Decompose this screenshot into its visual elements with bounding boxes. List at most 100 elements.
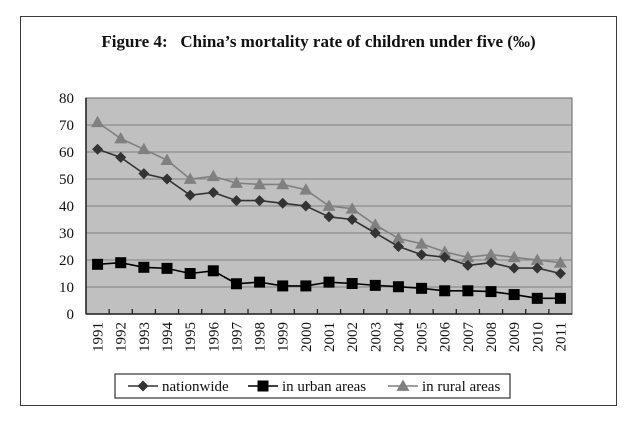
data-point-in-rural-areas (322, 199, 336, 211)
data-point-in-rural-areas (229, 176, 243, 188)
y-tick-label: 50 (59, 172, 74, 188)
data-point-in-rural-areas (114, 132, 128, 144)
data-point-in-rural-areas (415, 237, 429, 249)
y-tick-label: 80 (59, 91, 74, 107)
data-point-nationwide (300, 200, 312, 212)
data-point-nationwide (207, 187, 219, 198)
x-tick-label: 2010 (530, 322, 546, 352)
data-point-in-rural-areas (461, 250, 475, 263)
y-tick-label: 70 (59, 118, 74, 134)
legend-item-nationwide: nationwide (128, 379, 229, 395)
data-point-nationwide (184, 189, 196, 201)
data-point-in-urban-areas (230, 278, 242, 290)
x-tick-label: 1996 (206, 322, 222, 353)
data-point-in-urban-areas (300, 280, 312, 292)
x-axis-tick-labels: 1991 1992 1993 1994 1995 1996 1997 1998 1999 2000… (91, 322, 570, 353)
data-point-nationwide (115, 151, 127, 163)
data-point-in-urban-areas (254, 276, 266, 288)
x-tick-label: 2007 (461, 322, 477, 353)
data-point-nationwide (161, 173, 173, 185)
x-tick-label: 1991 (91, 322, 107, 352)
legend-label: in urban areas (282, 379, 366, 395)
x-tick-label: 2003 (368, 322, 384, 352)
data-point-in-rural-areas (553, 256, 567, 268)
data-point-nationwide (254, 195, 266, 207)
data-point-nationwide (531, 262, 543, 274)
x-tick-label: 1993 (137, 322, 153, 352)
data-point-in-urban-areas (392, 281, 404, 293)
data-point-in-urban-areas (161, 262, 173, 274)
data-point-nationwide (323, 211, 335, 223)
data-point-in-rural-areas (206, 169, 220, 182)
x-tick-label: 2011 (553, 322, 569, 351)
data-point-in-rural-areas (253, 177, 267, 190)
legend: nationwide in urban areas in rural areas (114, 373, 511, 399)
data-point-nationwide (416, 249, 428, 261)
data-point-in-urban-areas (554, 292, 566, 304)
data-point-in-urban-areas (115, 257, 127, 269)
data-point-nationwide (369, 227, 381, 239)
data-point-in-rural-areas (484, 248, 498, 260)
x-tick-label: 2006 (438, 322, 454, 353)
data-point-in-urban-areas (138, 261, 150, 273)
x-tick-label: 2001 (322, 322, 338, 352)
data-point-in-urban-areas (485, 286, 497, 298)
data-point-in-rural-areas (299, 183, 313, 195)
data-point-nationwide (277, 197, 289, 209)
data-point-nationwide (554, 268, 566, 279)
data-point-in-rural-areas (345, 202, 359, 214)
x-tick-label: 2002 (345, 322, 361, 352)
data-point-in-rural-areas (530, 253, 544, 265)
data-point-in-urban-areas (369, 279, 381, 291)
data-point-nationwide (392, 241, 404, 252)
series-nationwide (92, 143, 566, 279)
data-point-in-rural-areas (368, 218, 382, 230)
legend-item-in-rural-areas: in rural areas (388, 379, 500, 395)
chart-title: Figure 4: China’s mortality rate of chil… (101, 32, 536, 51)
y-tick-label: 10 (59, 280, 74, 296)
axes (85, 98, 572, 315)
legend-label: nationwide (162, 379, 229, 395)
legend-label: in rural areas (422, 379, 500, 395)
data-point-in-urban-areas (508, 289, 520, 301)
x-tick-label: 2004 (391, 322, 407, 353)
y-tick-label: 60 (59, 145, 74, 161)
data-point-in-urban-areas (346, 277, 358, 289)
data-point-in-rural-areas (391, 231, 405, 244)
data-point-nationwide (346, 214, 358, 225)
x-tick-label: 2008 (484, 322, 500, 352)
data-point-in-rural-areas (91, 115, 105, 128)
data-point-nationwide (462, 259, 474, 271)
data-point-nationwide (92, 143, 104, 155)
x-tick-label: 1995 (183, 322, 199, 352)
legend-marker-square-icon (257, 380, 269, 392)
y-tick-label: 40 (59, 199, 74, 215)
y-tick-label: 30 (59, 226, 74, 242)
data-point-nationwide (230, 195, 242, 207)
series-group (91, 115, 567, 304)
data-point-in-urban-areas (184, 268, 196, 279)
data-point-nationwide (138, 168, 150, 180)
data-point-in-urban-areas (92, 258, 104, 270)
legend-marker-triangle-icon (396, 379, 410, 391)
data-point-in-urban-areas (207, 265, 219, 277)
legend-marker-diamond-icon (137, 380, 149, 392)
y-tick-label: 20 (59, 253, 74, 269)
data-point-nationwide (439, 251, 451, 263)
y-axis-tick-labels: 0 10 20 30 40 50 60 70 80 (59, 91, 74, 323)
x-tick-label: 2000 (299, 322, 315, 352)
legend-item-in-urban-areas: in urban areas (248, 379, 366, 395)
x-tick-label: 2005 (415, 322, 431, 352)
x-tick-label: 1994 (160, 322, 176, 353)
x-tick-label: 1997 (229, 322, 245, 353)
data-point-in-urban-areas (416, 282, 428, 294)
x-tick-label: 1999 (276, 322, 292, 352)
data-point-in-urban-areas (462, 285, 474, 297)
data-point-in-rural-areas (183, 172, 197, 184)
series-in-rural-areas (91, 115, 567, 268)
x-tick-label: 1998 (253, 322, 269, 352)
data-point-in-urban-areas (531, 292, 543, 304)
data-point-in-urban-areas (277, 280, 289, 292)
data-point-in-rural-areas (507, 250, 521, 263)
